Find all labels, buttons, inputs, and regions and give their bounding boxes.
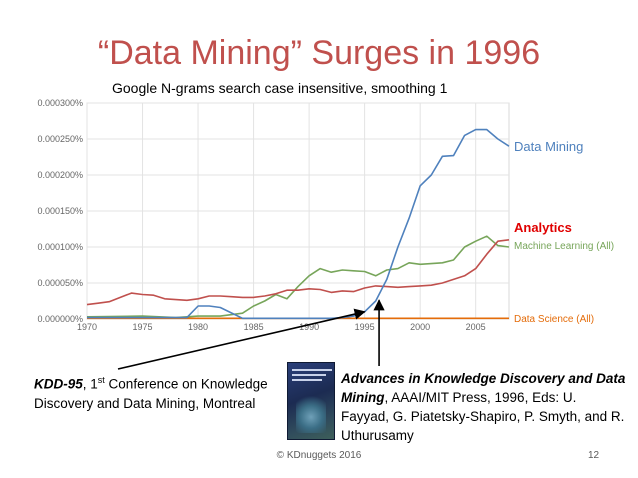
series-label-machine-learning-all: Machine Learning (All)	[514, 241, 614, 252]
x-tick-label: 1980	[188, 322, 208, 332]
kdd95-sup: st	[97, 375, 105, 385]
kdd95-arrow	[117, 308, 366, 370]
y-tick-label: 0.000250%	[37, 134, 83, 144]
series-label-data-science-all: Data Science (All)	[514, 314, 594, 325]
chart-subtitle: Google N-grams search case insensitive, …	[112, 80, 448, 96]
x-tick-label: 2005	[466, 322, 486, 332]
x-tick-label: 1990	[299, 322, 319, 332]
kdd95-note: KDD-95, 1st Conference on Knowledge Disc…	[34, 371, 279, 413]
kdd95-text-b: Conference on Knowledge Discovery and Da…	[34, 376, 268, 411]
book-details: , AAAI/MIT Press, 1996, Eds: U. Fayyad, …	[341, 390, 625, 443]
book-note: Advances in Knowledge Discovery and Data…	[341, 369, 626, 445]
y-tick-label: 0.000300%	[37, 98, 83, 108]
kdd95-label: KDD-95	[34, 376, 83, 392]
x-tick-label: 1985	[244, 322, 264, 332]
x-tick-label: 2000	[410, 322, 430, 332]
book-cover-title-line	[292, 379, 322, 381]
y-tick-label: 0.000000%	[37, 314, 83, 324]
footer-copyright: © KDnuggets 2016	[276, 450, 362, 461]
series-line-analytics	[86, 239, 510, 306]
book-cover-figure	[296, 393, 326, 433]
x-tick-label: 1995	[355, 322, 375, 332]
x-tick-label: 1975	[133, 322, 153, 332]
series-label-data-mining: Data Mining	[514, 139, 583, 154]
book-title: Advances in Knowledge Discovery and Data…	[341, 371, 626, 405]
series-label-analytics: Analytics	[514, 220, 572, 235]
y-tick-label: 0.000200%	[37, 170, 83, 180]
y-tick-label: 0.000100%	[37, 242, 83, 252]
book-cover-title-line	[292, 369, 332, 371]
page-number: 12	[588, 450, 600, 461]
series-line-machine-learning-all	[86, 235, 510, 319]
y-tick-label: 0.000050%	[37, 278, 83, 288]
kdd95-text-a: , 1	[82, 376, 98, 392]
x-tick-label: 1970	[77, 322, 97, 332]
slide-title: “Data Mining” Surges in 1996	[97, 34, 541, 72]
y-tick-label: 0.000150%	[37, 206, 83, 216]
book-cover-title-line	[292, 374, 326, 376]
book-cover-image	[287, 362, 335, 440]
